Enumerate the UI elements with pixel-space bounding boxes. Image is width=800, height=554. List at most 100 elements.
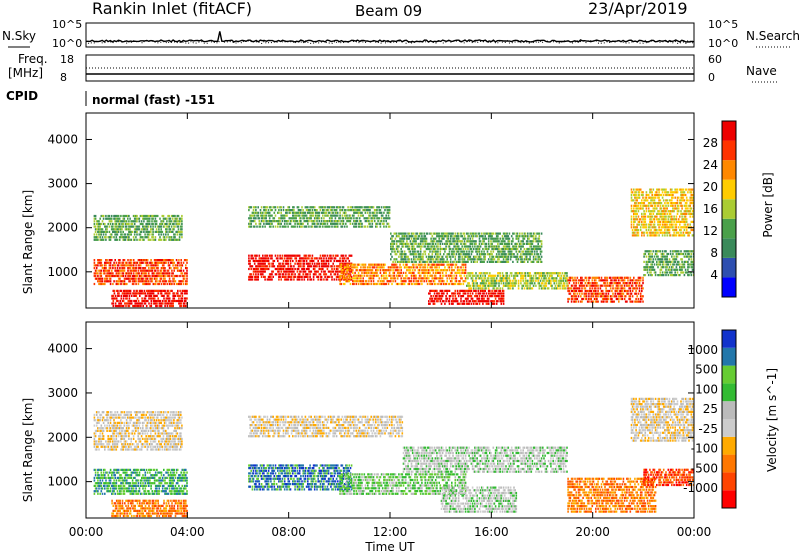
- radar-cell: [266, 267, 269, 271]
- radar-cell: [104, 269, 106, 272]
- radar-cell: [407, 260, 409, 263]
- radar-cell: [180, 302, 182, 305]
- radar-cell: [505, 232, 507, 235]
- radar-cell: [432, 280, 435, 283]
- radar-cell: [474, 245, 476, 248]
- radar-cell: [487, 240, 490, 243]
- radar-cell: [452, 277, 454, 280]
- radar-cell: [141, 302, 143, 305]
- radar-cell: [118, 302, 120, 305]
- radar-cell: [368, 209, 370, 212]
- radar-cell: [310, 270, 313, 273]
- radar-cell: [185, 292, 187, 295]
- radar-cell: [453, 242, 455, 245]
- radar-cell: [574, 295, 576, 298]
- radar-cell: [127, 236, 129, 239]
- radar-cell: [137, 267, 140, 270]
- radar-cell: [182, 302, 185, 305]
- radar-cell: [517, 258, 520, 261]
- radar-cell: [373, 282, 376, 286]
- radar-cell: [457, 266, 460, 269]
- radar-cell: [539, 258, 542, 261]
- radar-cell: [446, 289, 448, 292]
- radar-cell: [285, 214, 287, 217]
- radar-cell: [147, 289, 149, 292]
- radar-cell: [523, 274, 526, 277]
- radar-cell: [499, 260, 501, 263]
- radar-cell: [460, 232, 462, 235]
- radar-cell: [118, 294, 120, 297]
- radar-cell: [249, 275, 251, 278]
- radar-cell: [186, 280, 188, 283]
- radar-cell: [536, 240, 538, 243]
- radar-cell: [95, 222, 98, 226]
- radar-cell: [160, 304, 163, 308]
- radar-cell: [354, 263, 356, 266]
- radar-cell: [434, 242, 437, 245]
- radar-cell: [402, 240, 405, 243]
- radar-cell: [431, 269, 434, 272]
- radar-cell: [353, 266, 355, 269]
- radar-cell: [282, 270, 285, 273]
- radar-cell: [483, 237, 485, 240]
- radar-cell: [108, 236, 111, 239]
- radar-cell: [472, 300, 475, 303]
- radar-cell: [501, 237, 504, 240]
- radar-cell: [100, 274, 103, 278]
- nsky-panel: N.Sky 10^5 10^0 10^5 10^0 N.Search: [2, 18, 800, 50]
- radar-cell: [257, 273, 259, 276]
- radar-cell: [137, 264, 140, 267]
- radar-cell: [336, 214, 339, 217]
- radar-cell: [185, 264, 187, 267]
- radar-cell: [494, 292, 497, 295]
- radar-cell: [436, 277, 438, 280]
- radar-cell: [528, 253, 530, 256]
- radar-cell: [352, 280, 354, 283]
- radar-cell: [527, 250, 529, 253]
- radar-cell: [433, 247, 436, 251]
- radar-cell: [257, 278, 259, 281]
- radar-cell: [300, 209, 302, 212]
- radar-cell: [356, 266, 359, 269]
- radar-cell: [130, 220, 132, 223]
- radar-cell: [423, 277, 425, 280]
- radar-cell: [126, 289, 128, 292]
- radar-cell: [353, 280, 355, 283]
- radar-cell: [322, 267, 324, 271]
- radar-cell: [403, 277, 406, 280]
- radar-cell: [432, 277, 435, 280]
- radar-cell: [320, 220, 323, 223]
- radar-cell: [524, 282, 527, 285]
- radar-cell: [167, 292, 170, 295]
- radar-cell: [498, 255, 500, 258]
- radar-cell: [463, 271, 466, 274]
- radar-cell: [136, 304, 139, 308]
- radar-cell: [401, 255, 404, 258]
- radar-cell: [270, 278, 272, 281]
- radar-cell: [449, 260, 452, 263]
- radar-cell: [356, 206, 359, 209]
- radar-cell: [95, 269, 98, 272]
- radar-cell: [471, 300, 474, 303]
- radar-cell: [249, 273, 251, 276]
- radar-cell: [530, 287, 533, 290]
- radar-cell: [128, 214, 130, 218]
- radar-cell: [263, 259, 265, 263]
- radar-cell: [501, 255, 504, 258]
- radar-cell: [152, 238, 154, 241]
- radar-cell: [170, 304, 172, 308]
- radar-cell: [409, 250, 412, 253]
- radar-cell: [297, 267, 300, 271]
- radar-cell: [444, 235, 446, 238]
- radar-cell: [487, 242, 490, 245]
- radar-cell: [271, 270, 273, 273]
- radar-cell: [260, 217, 263, 220]
- radar-cell: [476, 297, 478, 300]
- radar-cell: [452, 263, 454, 266]
- radar-cell: [117, 274, 120, 278]
- radar-cell: [405, 271, 407, 274]
- radar-cell: [417, 280, 420, 283]
- radar-cell: [425, 255, 428, 258]
- radar-cell: [185, 297, 187, 300]
- radar-cell: [533, 237, 536, 240]
